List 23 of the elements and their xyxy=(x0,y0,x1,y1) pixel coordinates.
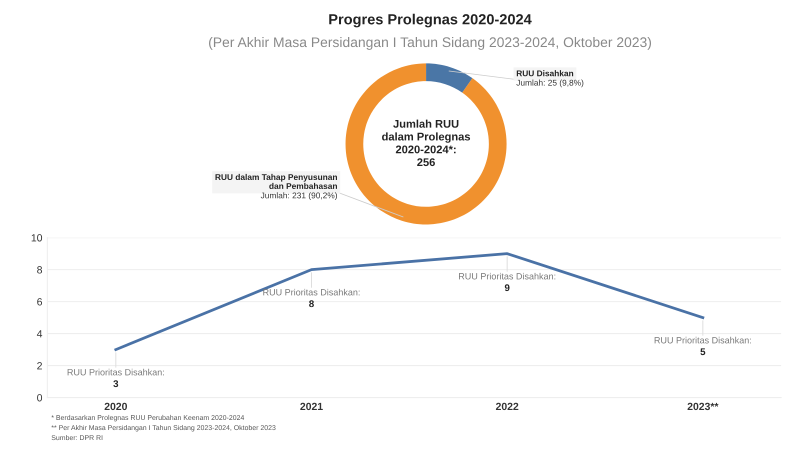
donut-slice xyxy=(426,63,472,93)
y-tick-label: 2 xyxy=(37,362,42,370)
text: RUU Prioritas Disahkan: 8 xyxy=(263,288,360,308)
text: RUU Prioritas Disahkan: 5 xyxy=(654,336,751,356)
x-tick-label: 2022 xyxy=(496,402,518,410)
x-tick-label: 2020 xyxy=(104,402,127,410)
donut-slice xyxy=(346,63,507,224)
y-tick-label: 4 xyxy=(36,330,42,338)
y-tick-label: 6 xyxy=(37,298,42,306)
data-label: Jumlah: 25 (9,8%) xyxy=(516,80,584,88)
y-tick-label: 10 xyxy=(32,234,42,242)
data-label: Jumlah: 231 (90,2%) xyxy=(260,192,337,200)
text: RUU Prioritas Disahkan: 9 xyxy=(458,272,556,292)
text: RUU Prioritas Disahkan: 3 xyxy=(68,368,164,388)
text: Jumlah RUU dalam Prolegnas 2020-2024*: 256 xyxy=(382,120,470,166)
x-tick-label: 2023** xyxy=(688,402,718,410)
y-tick-label: 0 xyxy=(37,394,42,402)
chart-subtitle: (Per Akhir Masa Persidangan I Tahun Sidang 2023-2024, Oktober 2023) xyxy=(209,36,652,50)
x-tick-label: 2021 xyxy=(300,402,323,410)
slice-label: RUU dalam Tahap Penyusunan dan Pembahasan xyxy=(215,174,337,190)
chart-title: Progres Prolegnas 2020-2024 xyxy=(329,14,532,28)
y-tick-label: 8 xyxy=(37,266,42,274)
slice-label: RUU Disahkan xyxy=(516,70,574,76)
